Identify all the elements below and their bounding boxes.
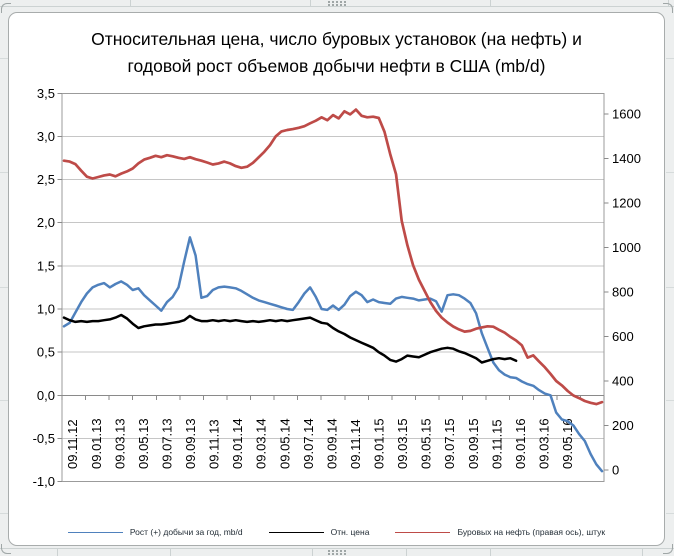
row-border: [0, 58, 8, 59]
row-border: [0, 287, 8, 288]
chart-resize-handle-top-left[interactable]: [1, 3, 11, 13]
cell-border: [642, 549, 643, 556]
cell-border: [130, 0, 131, 6]
chart-resize-handle-bottom[interactable]: [328, 550, 330, 552]
legend-line-sample-blue: [67, 531, 123, 533]
row-border: [666, 287, 674, 288]
cell-border: [0, 6, 674, 7]
legend-item-oil-rigs[interactable]: Буровых на нефть (правая ось), штук: [395, 527, 605, 537]
legend-label: Отн. цена: [330, 527, 370, 537]
cell-border: [57, 549, 58, 556]
cell-border: [0, 548, 674, 549]
row-border: [666, 172, 674, 173]
row-border: [0, 172, 8, 173]
chart-resize-handle-bottom-left[interactable]: [1, 544, 11, 554]
cell-border: [490, 0, 491, 6]
chart-object[interactable]: Относительная цена, число буровых устано…: [8, 12, 665, 546]
legend-item-production-growth[interactable]: Рост (+) добычи за год, mb/d: [67, 527, 243, 537]
legend-line-sample-red: [395, 531, 451, 533]
legend-label: Буровых на нефть (правая ось), штук: [457, 527, 606, 537]
cell-border: [310, 0, 311, 6]
cell-border: [406, 549, 407, 556]
row-border: [666, 513, 674, 514]
chart-resize-handle-bottom-right[interactable]: [663, 544, 673, 554]
chart-resize-handle-top[interactable]: [328, 1, 330, 3]
row-border: [0, 400, 8, 401]
cell-border: [490, 549, 491, 556]
row-border: [0, 513, 8, 514]
cell-border: [312, 549, 313, 556]
chart-title: Относительная цена, число буровых устано…: [9, 26, 664, 80]
chart-legend[interactable]: Рост (+) добычи за год, mb/d Отн. цена Б…: [9, 524, 664, 540]
chart-title-line-2: годовой рост объемов добычи нефти в США …: [127, 56, 546, 76]
chart-resize-handle-top-right[interactable]: [663, 3, 673, 13]
legend-line-sample-black: [268, 531, 324, 533]
row-border: [666, 58, 674, 59]
row-border: [666, 400, 674, 401]
chart-title-line-1: Относительная цена, число буровых устано…: [91, 29, 582, 49]
cell-border: [170, 549, 171, 556]
legend-item-relative-price[interactable]: Отн. цена: [268, 527, 370, 537]
legend-label: Рост (+) добычи за год, mb/d: [129, 527, 243, 537]
